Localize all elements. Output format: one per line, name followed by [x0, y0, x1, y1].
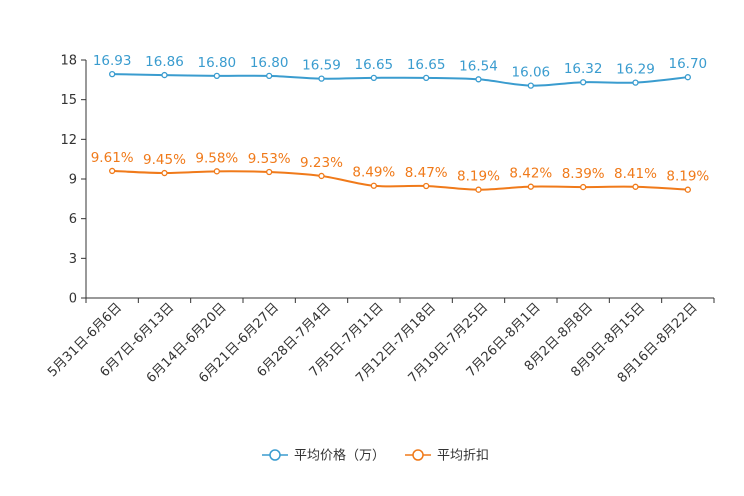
- legend-item-1[interactable]: 平均折扣: [405, 449, 489, 464]
- legend-label: 平均折扣: [437, 449, 489, 464]
- data-label: 9.53%: [248, 151, 291, 167]
- data-label: 16.86: [145, 54, 184, 70]
- data-point[interactable]: [684, 74, 691, 81]
- data-label: 9.23%: [300, 155, 343, 171]
- data-label: 16.29: [616, 62, 655, 78]
- data-point[interactable]: [318, 172, 325, 180]
- data-label: 16.59: [302, 58, 341, 74]
- y-tick-label: 12: [60, 133, 77, 148]
- data-label: 8.42%: [509, 166, 552, 182]
- series-layer: [109, 70, 691, 193]
- data-point[interactable]: [109, 70, 116, 78]
- data-point[interactable]: [632, 79, 639, 86]
- series-line: [112, 169, 688, 191]
- series-line: [112, 73, 688, 87]
- data-label: 8.41%: [614, 166, 657, 182]
- data-point[interactable]: [318, 75, 325, 82]
- data-label: 16.06: [512, 65, 551, 81]
- data-label: 8.19%: [666, 169, 709, 185]
- y-tick-label: 0: [69, 292, 77, 307]
- data-point[interactable]: [266, 168, 273, 176]
- data-label: 16.93: [93, 53, 132, 69]
- data-point[interactable]: [213, 72, 220, 80]
- data-label: 8.49%: [352, 165, 395, 181]
- data-label: 16.54: [459, 58, 498, 74]
- data-label: 16.32: [564, 61, 603, 77]
- data-point[interactable]: [423, 74, 430, 81]
- data-label: 9.58%: [195, 150, 238, 166]
- data-label: 16.65: [407, 57, 446, 73]
- data-point[interactable]: [580, 183, 587, 191]
- data-point[interactable]: [580, 79, 587, 86]
- data-point[interactable]: [527, 183, 534, 190]
- series-1: [109, 167, 691, 193]
- data-label: 9.45%: [143, 152, 186, 168]
- data-point[interactable]: [475, 186, 482, 193]
- data-point[interactable]: [213, 168, 220, 175]
- data-point[interactable]: [266, 72, 273, 80]
- data-point[interactable]: [109, 167, 116, 175]
- data-label: 16.80: [198, 55, 237, 71]
- y-tick-label: 18: [60, 54, 77, 69]
- data-labels: 16.93 16.86 16.80 16.80 16.59 16.65 16.65 16.54…: [91, 53, 710, 185]
- data-point[interactable]: [527, 82, 534, 89]
- data-label: 16.65: [355, 57, 394, 73]
- data-label: 8.19%: [457, 169, 500, 185]
- series-0: [109, 70, 691, 89]
- legend-item-0[interactable]: 平均价格（万）: [262, 448, 385, 464]
- data-point[interactable]: [370, 74, 377, 81]
- data-point[interactable]: [161, 71, 168, 79]
- data-point[interactable]: [632, 183, 639, 190]
- data-point[interactable]: [161, 169, 168, 177]
- legend-circle-swatch: [412, 449, 424, 461]
- data-point[interactable]: [370, 182, 377, 189]
- data-point[interactable]: [423, 182, 430, 190]
- legend-circle-swatch: [269, 449, 281, 461]
- y-tick-label: 3: [69, 252, 77, 267]
- data-label: 9.61%: [91, 150, 134, 166]
- legend-label: 平均价格（万）: [294, 448, 385, 464]
- axes: 03691215185月31日-6月6日6月7日-6月13日6月14日-6月20…: [45, 54, 715, 386]
- data-point[interactable]: [475, 76, 482, 83]
- y-tick-label: 9: [69, 173, 77, 188]
- y-tick-label: 6: [69, 212, 77, 227]
- data-label: 16.70: [669, 56, 708, 72]
- data-label: 8.47%: [405, 165, 448, 181]
- data-label: 8.39%: [562, 166, 605, 182]
- legend[interactable]: 平均价格（万） 平均折扣: [262, 448, 489, 464]
- data-label: 16.80: [250, 55, 289, 71]
- y-tick-label: 15: [60, 93, 77, 108]
- data-point[interactable]: [684, 186, 691, 193]
